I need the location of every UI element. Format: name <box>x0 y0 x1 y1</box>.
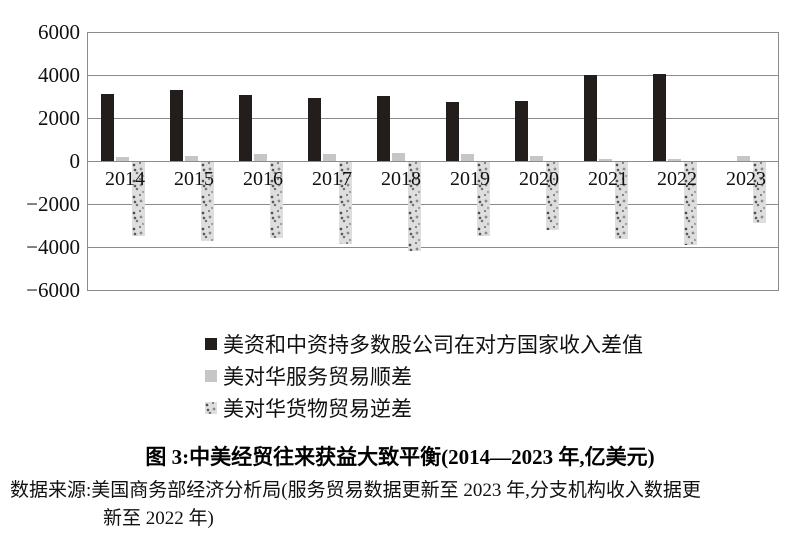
legend-item-income-gap: 美资和中资持多数股公司在对方国家收入差值 <box>205 328 643 360</box>
bar-goods-deficit-2018 <box>408 161 421 252</box>
legend-label-services-surplus: 美对华服务贸易顺差 <box>223 365 412 389</box>
bar-goods-deficit-2017 <box>339 161 352 244</box>
bar-goods-deficit-2019 <box>477 161 490 237</box>
data-source-line-2: 新至 2022 年) <box>103 508 214 529</box>
bar-services-surplus-2017 <box>323 153 336 162</box>
x-tick-2021: 2021 <box>588 168 628 190</box>
bar-income-gap-2014 <box>101 94 114 162</box>
x-tick-2014: 2014 <box>105 168 145 190</box>
legend: 美资和中资持多数股公司在对方国家收入差值 美对华服务贸易顺差 美对华货物贸易逆差 <box>205 328 643 424</box>
bar-income-gap-2019 <box>446 101 459 162</box>
bar-income-gap-2020 <box>515 100 528 162</box>
legend-label-income-gap: 美资和中资持多数股公司在对方国家收入差值 <box>223 333 643 357</box>
y-tick-neg-4000: −4000 <box>26 235 80 259</box>
bar-income-gap-2022 <box>653 73 666 162</box>
bar-goods-deficit-2022 <box>684 161 697 246</box>
legend-swatch-goods-deficit-icon <box>205 402 217 414</box>
bar-goods-deficit-2015 <box>201 161 214 242</box>
bar-income-gap-2015 <box>170 89 183 162</box>
gridline <box>88 161 778 162</box>
bar-services-surplus-2016 <box>254 154 267 162</box>
bar-services-surplus-2021 <box>599 158 612 162</box>
x-tick-2023: 2023 <box>726 168 766 190</box>
bar-goods-deficit-2021 <box>615 161 628 239</box>
legend-item-goods-deficit: 美对华货物贸易逆差 <box>205 392 643 424</box>
y-tick-neg-6000: −6000 <box>26 278 80 302</box>
data-source-line-1: 数据来源:美国商务部经济分析局(服务贸易数据更新至 2023 年,分支机构收入数… <box>10 480 701 501</box>
gridline <box>88 203 778 205</box>
plot-area: 2014 2015 2016 2017 2018 2019 2020 2021 2022 2023 <box>87 32 779 291</box>
bar-services-surplus-2019 <box>461 153 474 162</box>
gridline <box>88 118 778 120</box>
bar-goods-deficit-2016 <box>270 161 283 238</box>
bar-services-surplus-2023 <box>737 155 750 162</box>
bar-income-gap-2018 <box>377 95 390 162</box>
y-tick-6000: 6000 <box>38 20 80 44</box>
x-tick-2015: 2015 <box>174 168 214 190</box>
bar-income-gap-2016 <box>239 95 252 162</box>
x-tick-2018: 2018 <box>381 168 421 190</box>
x-tick-2022: 2022 <box>657 168 697 190</box>
x-tick-2019: 2019 <box>450 168 490 190</box>
x-tick-2020: 2020 <box>519 168 559 190</box>
x-tick-2017: 2017 <box>312 168 352 190</box>
bar-goods-deficit-2014 <box>132 161 145 236</box>
bar-services-surplus-2018 <box>392 153 405 162</box>
gridline <box>88 75 778 77</box>
y-tick-2000: 2000 <box>38 106 80 130</box>
bar-goods-deficit-2020 <box>546 161 559 230</box>
x-tick-2016: 2016 <box>243 168 283 190</box>
figure-caption: 图 3:中美经贸往来获益大致平衡(2014—2023 年,亿美元) <box>145 445 655 469</box>
gridline <box>88 246 778 248</box>
bar-goods-deficit-2023 <box>753 161 766 223</box>
bar-services-surplus-2015 <box>185 156 198 162</box>
y-tick-neg-2000: −2000 <box>26 192 80 216</box>
bar-income-gap-2017 <box>308 97 321 162</box>
bar-services-surplus-2022 <box>668 159 681 162</box>
y-tick-0: 0 <box>69 149 81 173</box>
legend-item-services-surplus: 美对华服务贸易顺差 <box>205 360 643 392</box>
bar-services-surplus-2014 <box>116 157 129 162</box>
y-tick-4000: 4000 <box>38 63 80 87</box>
bar-income-gap-2021 <box>584 74 597 162</box>
legend-swatch-income-gap-icon <box>205 338 217 350</box>
bar-services-surplus-2020 <box>530 156 543 162</box>
legend-label-goods-deficit: 美对华货物贸易逆差 <box>223 397 412 421</box>
legend-swatch-services-surplus-icon <box>205 370 217 382</box>
